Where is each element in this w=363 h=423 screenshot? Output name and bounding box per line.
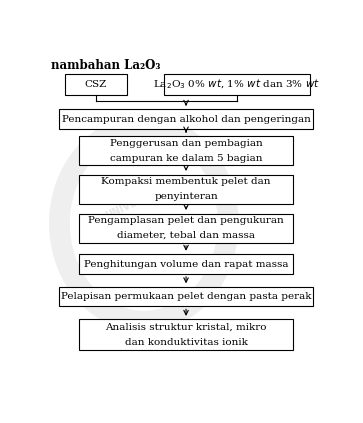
Text: Pelapisan permukaan pelet dengan pasta perak: Pelapisan permukaan pelet dengan pasta p… bbox=[61, 292, 311, 301]
Bar bbox=[79, 136, 293, 165]
Bar bbox=[79, 319, 293, 350]
Text: Penggerusan dan pembagian
campuran ke dalam 5 bagian: Penggerusan dan pembagian campuran ke da… bbox=[110, 139, 262, 162]
Bar bbox=[79, 214, 293, 243]
Text: Kompaksi membentuk pelet dan
penyinteran: Kompaksi membentuk pelet dan penyinteran bbox=[101, 177, 271, 201]
Bar bbox=[163, 74, 310, 95]
Bar bbox=[79, 254, 293, 274]
Bar bbox=[60, 110, 313, 129]
Text: CSZ: CSZ bbox=[85, 80, 107, 89]
Text: Pencampuran dengan alkohol dan pengeringan: Pencampuran dengan alkohol dan pengering… bbox=[62, 115, 310, 124]
Bar bbox=[79, 175, 293, 204]
Text: Analisis struktur kristal, mikro
dan konduktivitas ionik: Analisis struktur kristal, mikro dan kon… bbox=[105, 323, 267, 347]
Text: nambahan La₂O₃: nambahan La₂O₃ bbox=[51, 59, 160, 72]
Text: UNIVERSITAS: UNIVERSITAS bbox=[103, 181, 173, 220]
Text: Pengamplasan pelet dan pengukuran
diameter, tebal dan massa: Pengamplasan pelet dan pengukuran diamet… bbox=[88, 217, 284, 240]
Bar bbox=[65, 74, 127, 95]
Bar bbox=[60, 287, 313, 306]
Text: La$_2$O$_3$ 0% $\it{wt}$, 1% $\it{wt}$ dan 3% $\it{wt}$: La$_2$O$_3$ 0% $\it{wt}$, 1% $\it{wt}$ d… bbox=[153, 77, 320, 91]
Text: Penghitungan volume dan rapat massa: Penghitungan volume dan rapat massa bbox=[84, 260, 288, 269]
